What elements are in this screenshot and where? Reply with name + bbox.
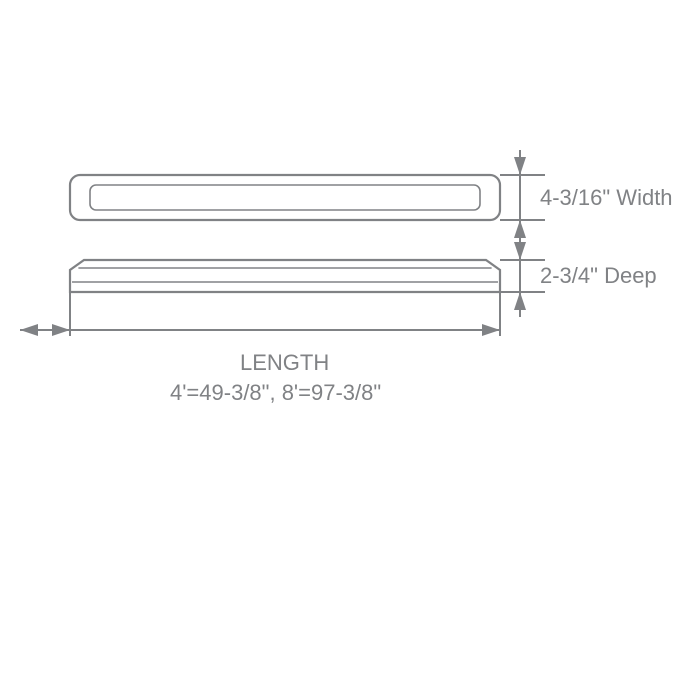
length-label-2: 4'=49-3/8", 8'=97-3/8"	[170, 380, 381, 405]
arrowhead	[514, 242, 526, 260]
width-label: 4-3/16" Width	[540, 185, 673, 210]
arrowhead	[514, 292, 526, 310]
deep-label: 2-3/4" Deep	[540, 263, 657, 288]
fixture-side-view-outline	[70, 260, 500, 292]
arrowhead	[20, 324, 38, 336]
arrowhead	[482, 324, 500, 336]
arrowhead	[52, 324, 70, 336]
fixture-top-view-outer	[70, 175, 500, 220]
arrowhead	[514, 157, 526, 175]
dimension-drawing: 4-3/16" Width 2-3/4" Deep LENGTH 4'=49-3/8"…	[0, 0, 700, 700]
fixture-top-view-inner	[90, 185, 480, 210]
length-label-1: LENGTH	[240, 350, 329, 375]
